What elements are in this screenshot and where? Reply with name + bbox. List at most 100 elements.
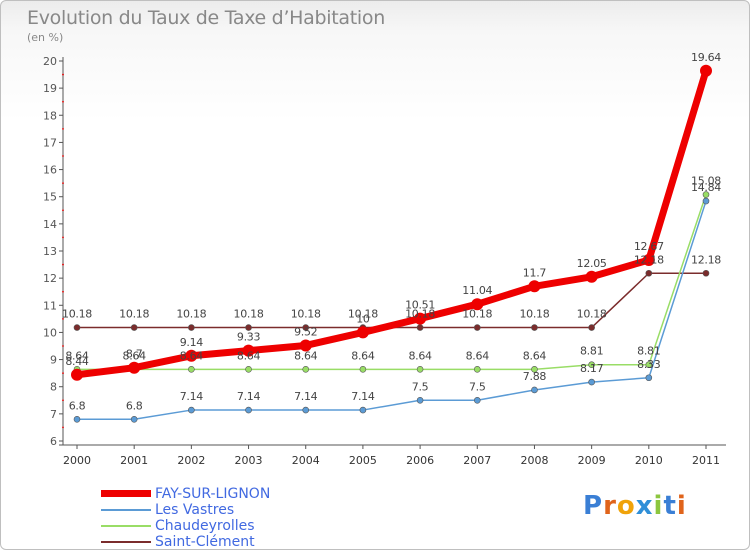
data-point [645, 374, 653, 382]
series-line-1 [76, 200, 707, 421]
x-tick-label: 2007 [463, 454, 491, 467]
data-label: 8.7 [126, 348, 143, 361]
x-tick-label: 2009 [578, 454, 606, 467]
logo-letter: i [653, 491, 664, 521]
data-point [71, 368, 83, 381]
data-label: 8.64 [65, 349, 89, 362]
y-tick-label: 9 [50, 354, 57, 367]
data-point [245, 406, 252, 414]
chart-unit-label: (en %) [27, 31, 64, 44]
logo-letter: i [676, 491, 687, 521]
data-label: 8.64 [123, 349, 147, 362]
legend-label: Chaudeyrolles [155, 518, 255, 534]
data-point [531, 324, 538, 331]
y-minor-tick [62, 372, 64, 375]
y-tick-label: 10 [43, 326, 57, 339]
data-label: 6.8 [69, 399, 86, 412]
data-label: 10.18 [62, 308, 92, 321]
data-label: 8.64 [523, 349, 547, 362]
data-label: 7.14 [237, 390, 261, 403]
data-label: 10.51 [405, 299, 435, 312]
data-label: 8.64 [351, 349, 375, 362]
y-tick-label: 8 [50, 381, 57, 394]
x-tick-label: 2003 [235, 454, 263, 467]
y-minor-tick [62, 345, 64, 347]
data-label: 15.08 [691, 175, 721, 188]
data-point [588, 378, 595, 386]
x-tick-label: 2010 [635, 454, 663, 467]
y-minor-tick [62, 209, 64, 212]
y-tick-label: 13 [43, 245, 57, 258]
y-minor-tick [62, 399, 64, 402]
data-point [585, 270, 598, 283]
series-line-2 [76, 193, 707, 371]
logo-letter: P [583, 491, 604, 521]
data-point [356, 326, 369, 339]
data-point [359, 366, 367, 373]
data-label: 12.05 [577, 257, 607, 270]
data-point [188, 366, 195, 373]
data-point [416, 366, 424, 373]
legend-label: Saint-Clément [155, 534, 255, 550]
legend-label: Les Vastres [155, 502, 235, 518]
data-point [130, 415, 138, 423]
data-label: 9.52 [294, 325, 317, 338]
data-point [302, 406, 310, 414]
y-tick-label: 16 [43, 164, 57, 177]
y-tick-label: 12 [43, 272, 57, 285]
data-label: 11.04 [462, 284, 492, 297]
data-label: 10 [356, 312, 370, 325]
y-tick-label: 14 [43, 218, 57, 231]
data-point [245, 366, 252, 373]
y-minor-tick [62, 263, 64, 266]
data-label: 10.18 [519, 308, 549, 321]
y-tick-label: 18 [43, 109, 57, 122]
data-label: 12.18 [691, 253, 721, 266]
y-tick-label: 19 [43, 82, 57, 95]
y-minor-tick [62, 127, 64, 130]
data-point [416, 396, 424, 404]
y-minor-tick [62, 236, 64, 239]
y-tick-label: 15 [43, 191, 57, 204]
data-label: 8.17 [580, 362, 604, 375]
data-label: 7.14 [180, 390, 204, 403]
data-label: 8.64 [237, 349, 261, 362]
y-minor-tick [62, 73, 64, 76]
x-tick-label: 2004 [292, 454, 320, 467]
data-label: 10.18 [291, 308, 321, 321]
data-label: 9.14 [180, 336, 204, 349]
data-point [188, 324, 195, 331]
data-point [128, 361, 141, 374]
data-label: 10.18 [234, 308, 264, 321]
data-label: 8.64 [294, 349, 318, 362]
data-point [73, 415, 81, 423]
data-label: 12.18 [634, 253, 664, 266]
data-label: 8.64 [466, 349, 490, 362]
data-point [471, 298, 484, 311]
data-point [473, 396, 481, 404]
data-point [73, 324, 81, 331]
x-tick-label: 2000 [63, 454, 91, 467]
logo-letter: x [635, 491, 654, 521]
data-point [588, 361, 595, 369]
data-label: 12.67 [634, 240, 664, 253]
data-point [245, 324, 252, 331]
series-line-0 [73, 67, 710, 379]
x-tick-label: 2011 [692, 454, 720, 467]
data-label: 8.81 [637, 345, 660, 358]
legend-swatch [101, 541, 151, 543]
data-label: 9.33 [237, 331, 261, 344]
data-point [473, 324, 481, 331]
data-label: 10.18 [176, 308, 206, 321]
y-minor-tick [62, 290, 64, 293]
y-tick-label: 20 [43, 55, 57, 68]
x-tick-label: 2008 [520, 454, 548, 467]
y-minor-tick [62, 155, 64, 157]
data-label: 10.18 [348, 308, 378, 321]
data-label: 14.84 [691, 181, 721, 194]
x-tick-label: 2005 [349, 454, 377, 467]
logo-letter: o [616, 491, 636, 521]
data-label: 7.14 [351, 390, 375, 403]
